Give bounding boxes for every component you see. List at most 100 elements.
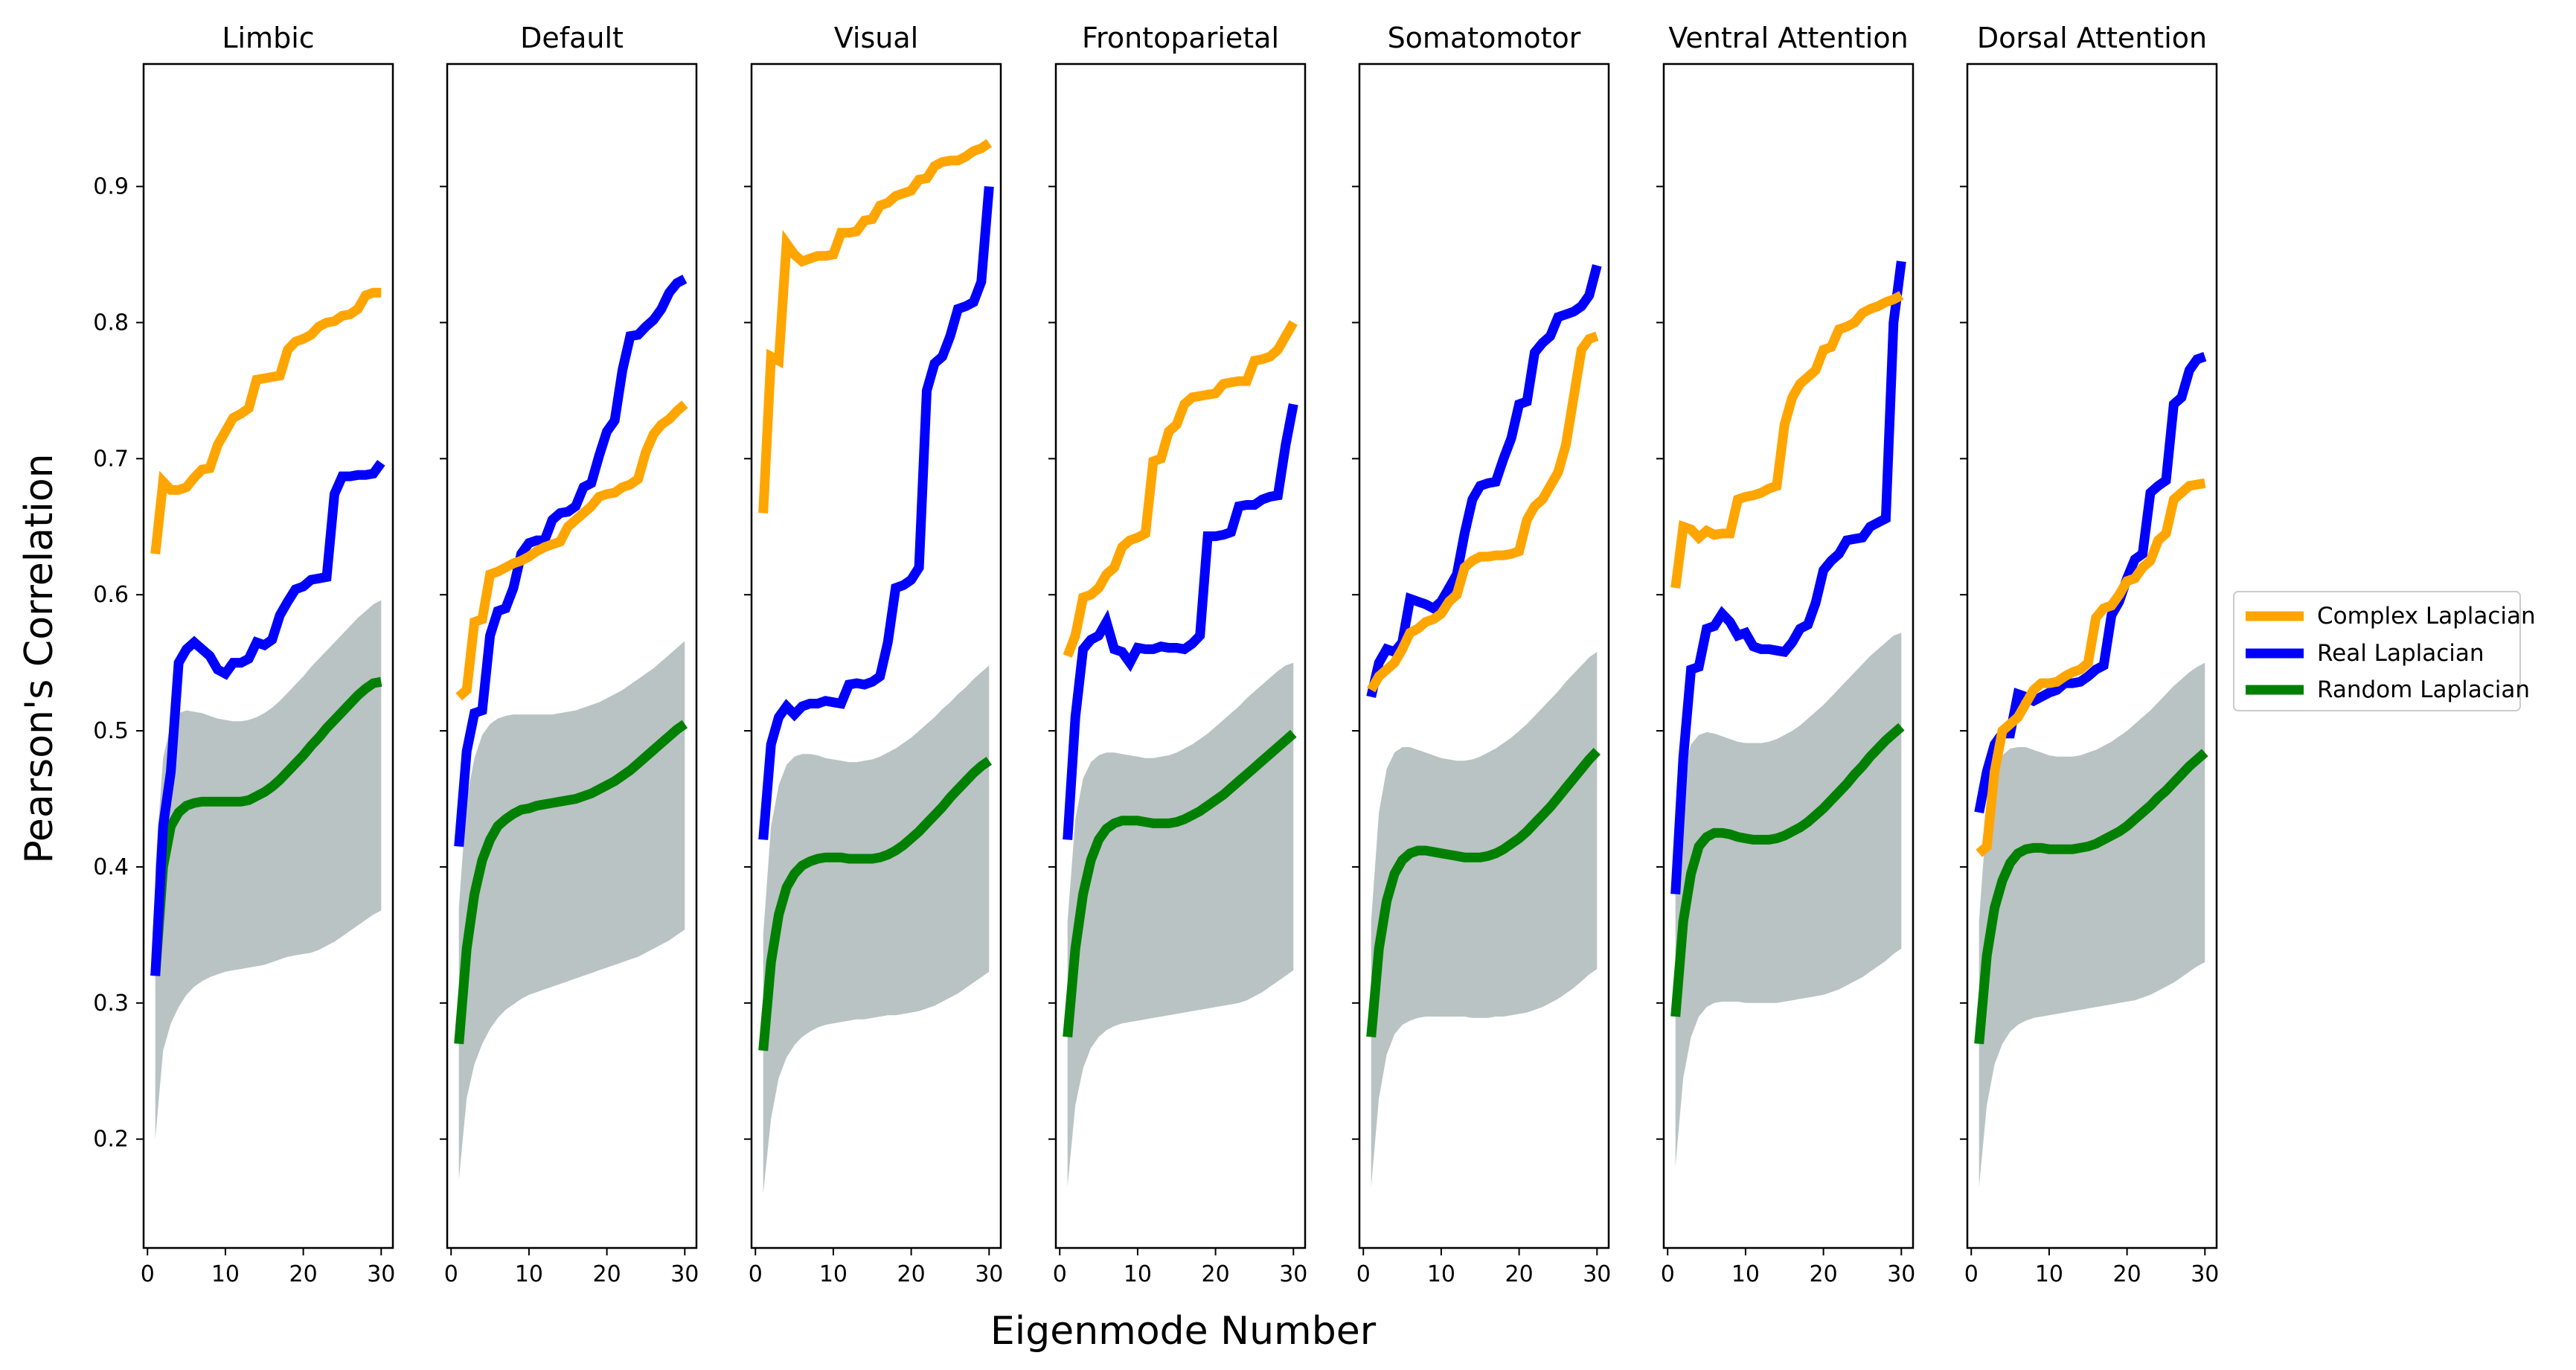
x-tick-label: 10 <box>1427 1261 1455 1287</box>
x-tick-label: 0 <box>749 1261 763 1287</box>
x-tick-label: 30 <box>1279 1261 1307 1287</box>
series-real-laplacian <box>454 275 688 848</box>
y-tick-label: 0.6 <box>93 582 129 608</box>
series-real-laplacian <box>758 186 994 840</box>
panel-title: Somatomotor <box>1388 22 1581 54</box>
panel-visual: Visual 0 10 20 30 <box>744 22 1003 1287</box>
x-tick-label: 0 <box>444 1261 458 1287</box>
series-real-laplacian <box>150 460 385 976</box>
legend-label-real: Real Laplacian <box>2317 640 2484 667</box>
random-band <box>1979 662 2205 1187</box>
panels-layer: Limbic 0 10 20 30 0.2 0.3 0.4 0.5 0.6 0.7 0.8 0.9 Def… <box>93 22 2219 1287</box>
plot-area <box>150 287 385 1139</box>
x-tick-label: 10 <box>819 1261 848 1287</box>
x-tick-label: 30 <box>670 1261 699 1287</box>
panel-title: Frontoparietal <box>1082 22 1279 54</box>
plot-area <box>1670 260 1906 1167</box>
y-tick-label: 0.2 <box>93 1127 129 1153</box>
panel-ventral-attention: Ventral Attention 0 10 20 30 <box>1656 22 1915 1287</box>
y-tick-label: 0.8 <box>93 310 129 336</box>
legend-frame <box>2233 591 2521 711</box>
series-random-laplacian <box>1063 729 1297 1038</box>
plot-area <box>1366 264 1602 1187</box>
series-complex-laplacian <box>758 138 993 513</box>
panel-title: Default <box>520 22 624 54</box>
series-complex-laplacian <box>1976 478 2206 857</box>
panel-somatomotor: Somatomotor 0 10 20 30 <box>1352 22 1611 1287</box>
x-tick-label: 20 <box>897 1261 926 1287</box>
random-band <box>763 665 990 1194</box>
plot-area <box>1063 320 1298 1187</box>
panel-title: Dorsal Attention <box>1977 22 2207 54</box>
x-tick-label: 20 <box>289 1261 318 1287</box>
x-tick-label: 20 <box>1810 1261 1838 1287</box>
x-tick-label: 30 <box>1887 1261 1915 1287</box>
panel-title: Limbic <box>222 22 314 54</box>
x-tick-label: 30 <box>2191 1261 2219 1287</box>
plot-area <box>1974 352 2208 1187</box>
plot-area <box>758 138 994 1194</box>
series-random-laplacian <box>1670 723 1905 1017</box>
panel-dorsal-attention: Dorsal Attention 0 10 20 30 <box>1960 22 2219 1287</box>
x-tick-label: 10 <box>211 1261 240 1287</box>
series-complex-laplacian <box>150 287 382 555</box>
series-random-laplacian <box>1366 748 1601 1038</box>
random-band <box>1371 652 1598 1187</box>
series-random-laplacian <box>454 720 688 1045</box>
legend: Complex Laplacian Real Laplacian Random … <box>2233 591 2536 711</box>
panel-frame <box>446 63 698 1249</box>
x-tick-label: 30 <box>1583 1261 1611 1287</box>
panel-default: Default 0 10 20 30 <box>440 22 699 1287</box>
x-tick-label: 10 <box>2035 1261 2063 1287</box>
series-complex-laplacian <box>455 400 688 701</box>
panel-frame <box>1358 63 1610 1249</box>
series-real-laplacian <box>1670 260 1906 894</box>
series-complex-laplacian <box>1367 331 1599 693</box>
series-random-laplacian <box>150 676 382 976</box>
panel-frame <box>750 63 1002 1249</box>
random-band <box>155 600 382 1139</box>
legend-label-random: Random Laplacian <box>2317 676 2530 703</box>
x-tick-label: 0 <box>1356 1261 1371 1287</box>
x-tick-label: 0 <box>141 1261 155 1287</box>
series-real-laplacian <box>1974 352 2207 814</box>
random-band <box>458 641 685 1180</box>
series-complex-laplacian <box>1670 291 1904 589</box>
x-tick-label: 0 <box>1661 1261 1675 1287</box>
x-tick-label: 10 <box>1124 1261 1152 1287</box>
y-tick-label: 0.9 <box>93 174 129 200</box>
x-tick-label: 0 <box>1053 1261 1067 1287</box>
x-tick-label: 10 <box>515 1261 543 1287</box>
x-tick-label: 20 <box>1505 1261 1534 1287</box>
x-tick-label: 20 <box>2113 1261 2141 1287</box>
x-tick-label: 0 <box>1964 1261 1979 1287</box>
panel-frame <box>1054 63 1307 1249</box>
panel-frame <box>1966 63 2218 1249</box>
x-tick-label: 20 <box>1202 1261 1230 1287</box>
x-tick-label: 30 <box>367 1261 395 1287</box>
series-random-laplacian <box>758 756 993 1051</box>
legend-label-complex: Complex Laplacian <box>2317 603 2536 630</box>
x-tick-label: 30 <box>975 1261 1003 1287</box>
y-tick-label: 0.3 <box>93 990 129 1017</box>
y-axis-label: Pearson's Correlation <box>17 453 62 863</box>
x-tick-label: 10 <box>1731 1261 1760 1287</box>
series-real-laplacian <box>1366 264 1602 698</box>
panel-title: Ventral Attention <box>1668 22 1908 54</box>
plot-area <box>454 275 688 1180</box>
series-random-laplacian <box>1974 749 2208 1045</box>
random-band <box>1067 662 1294 1187</box>
y-tick-label: 0.5 <box>93 718 129 744</box>
y-tick-label: 0.7 <box>93 446 129 472</box>
series-complex-laplacian <box>1063 320 1298 658</box>
panel-title: Visual <box>834 22 918 54</box>
y-tick-label: 0.4 <box>93 854 129 880</box>
panel-frame <box>1662 63 1915 1249</box>
panel-frame <box>142 63 394 1249</box>
x-axis-label: Eigenmode Number <box>990 1309 1377 1354</box>
panel-limbic: Limbic 0 10 20 30 0.2 0.3 0.4 0.5 0.6 0.7 0.8 0.9 <box>93 22 395 1287</box>
x-tick-label: 20 <box>593 1261 621 1287</box>
panel-frontoparietal: Frontoparietal 0 10 20 30 <box>1048 22 1307 1287</box>
random-band <box>1675 633 1902 1167</box>
